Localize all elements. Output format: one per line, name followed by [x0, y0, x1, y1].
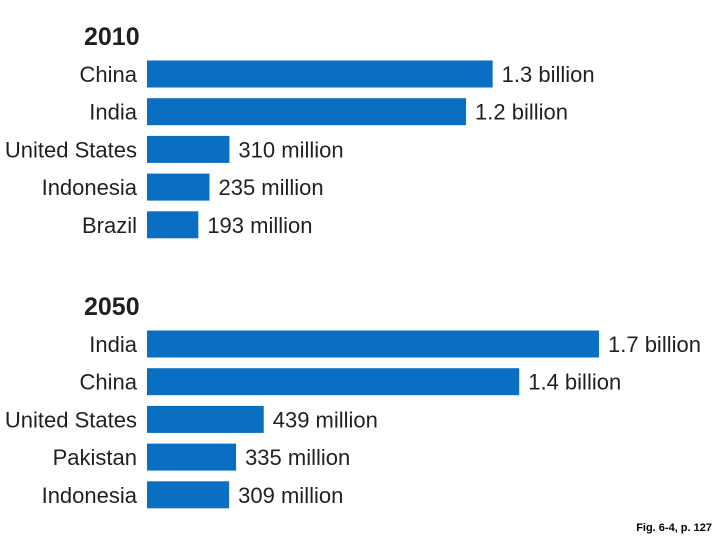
category-label: United States — [5, 137, 137, 162]
bar-pakistan-2050 — [147, 443, 237, 471]
bar-china-2010 — [147, 60, 493, 88]
value-label: 1.4 billion — [528, 370, 621, 395]
category-label: Brazil — [82, 213, 137, 238]
bar-india-2010 — [147, 98, 467, 126]
category-label: Indonesia — [42, 175, 138, 200]
value-label: 309 million — [238, 483, 343, 508]
value-label: 193 million — [207, 213, 312, 238]
category-label: India — [89, 100, 137, 125]
chart-title-2010: 2010 — [84, 23, 140, 51]
chart-title-2050: 2050 — [84, 293, 140, 321]
bar-united-states-2010 — [147, 135, 230, 163]
category-label: Pakistan — [53, 445, 137, 470]
bar-indonesia-2050 — [147, 481, 230, 509]
value-label: 1.7 billion — [608, 332, 701, 357]
value-label: 1.3 billion — [502, 62, 595, 87]
category-label: Indonesia — [42, 483, 138, 508]
value-label: 335 million — [245, 445, 350, 470]
category-label: China — [80, 370, 138, 395]
value-label: 235 million — [218, 175, 323, 200]
bar-china-2050 — [147, 368, 520, 396]
category-label: India — [89, 332, 137, 357]
value-label: 439 million — [273, 407, 378, 432]
value-label: 1.2 billion — [475, 100, 568, 125]
bar-india-2050 — [147, 330, 599, 358]
bar-indonesia-2010 — [147, 173, 210, 201]
value-label: 310 million — [238, 137, 343, 162]
category-label: China — [80, 62, 138, 87]
bar-united-states-2050 — [147, 405, 264, 433]
figure-caption: Fig. 6-4, p. 127 — [636, 522, 712, 534]
category-label: United States — [5, 407, 137, 432]
bar-brazil-2010 — [147, 211, 199, 239]
